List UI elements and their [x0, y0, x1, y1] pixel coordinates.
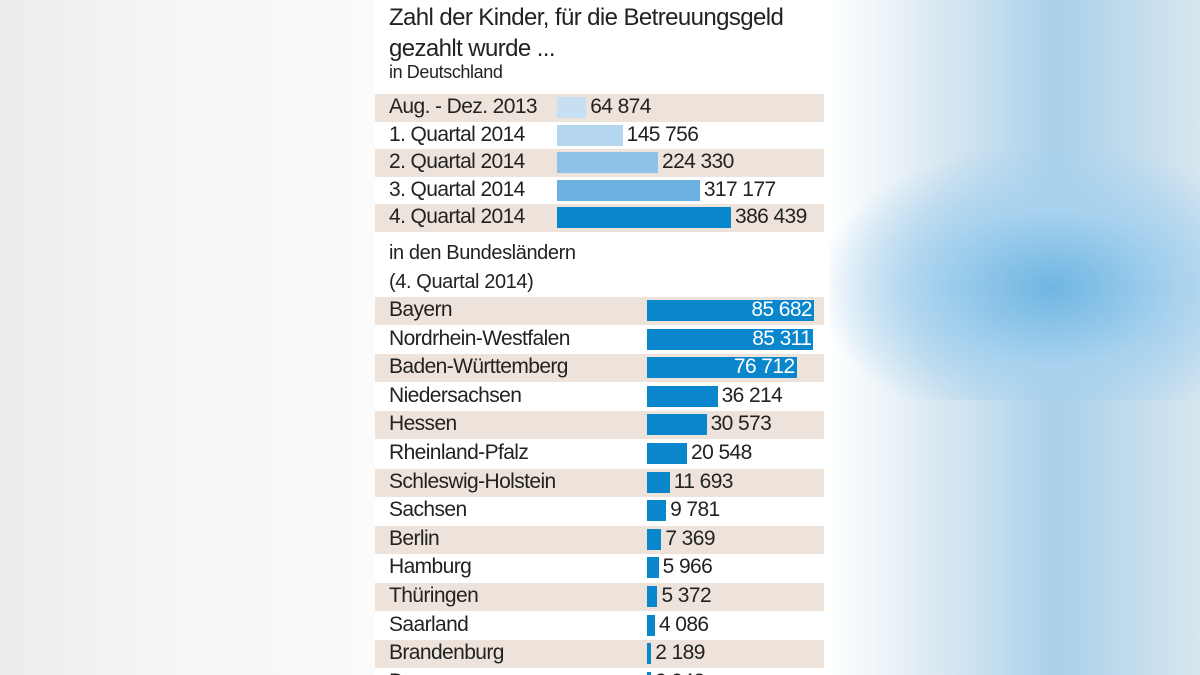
bar-row: Schleswig-Holstein 11 693 — [375, 468, 824, 497]
bar — [557, 179, 700, 201]
value-label: 7 369 — [665, 526, 715, 550]
bar — [647, 385, 718, 407]
category-label: Niedersachsen — [389, 383, 522, 407]
value-label: 36 214 — [721, 383, 783, 407]
chart-title: Zahl der Kinder, für die Betreuungsgeld … — [389, 4, 784, 62]
category-label: Hamburg — [389, 555, 472, 579]
value-label: 76 712 — [733, 355, 795, 379]
value-label: 20 548 — [691, 441, 752, 464]
category-label: Saarland — [389, 612, 469, 636]
bar — [647, 586, 658, 607]
category-label: Baden-Württemberg — [389, 355, 568, 379]
category-label: 4. Quartal 2014 — [389, 205, 525, 228]
category-label: Brandenburg — [389, 641, 504, 665]
bar-row: Baden-Württemberg 76 712 — [375, 354, 824, 383]
bar — [647, 500, 667, 522]
category-label: 3. Quartal 2014 — [389, 177, 525, 201]
value-label: 4 086 — [658, 612, 709, 636]
bar-row: Thüringen 5 372 — [375, 583, 824, 611]
category-label: Thüringen — [389, 584, 479, 607]
value-label: 2 048 — [655, 670, 705, 675]
bar-row: Aug. - Dez. 2013 64 874 — [375, 94, 824, 122]
category-label: Bayern — [389, 298, 453, 321]
value-label: 5 372 — [661, 584, 712, 607]
bar — [647, 414, 707, 436]
bar-row: 2. Quartal 2014 224 330 — [375, 149, 824, 177]
value-label: 2 189 — [655, 641, 705, 665]
bar — [647, 671, 651, 675]
bar — [557, 152, 658, 173]
bar — [647, 528, 662, 550]
bar-row: Bremen 2 048 — [375, 669, 824, 675]
value-label: 64 874 — [590, 95, 651, 118]
bar-row: Bayern 85 682 — [375, 297, 824, 325]
category-label: 1. Quartal 2014 — [389, 122, 525, 146]
value-label: 145 756 — [626, 122, 699, 146]
subtitle-germany: in Deutschland — [389, 62, 503, 82]
category-label: Sachsen — [389, 498, 467, 522]
bar-row: Nordrhein-Westfalen 85 311 — [375, 326, 824, 354]
background-blur — [830, 150, 1200, 400]
bar-row: 1. Quartal 2014 145 756 — [375, 122, 824, 150]
category-label: Aug. - Dez. 2013 — [389, 95, 538, 118]
bar-row: Rheinland-Pfalz 20 548 — [375, 440, 824, 468]
bar — [647, 614, 655, 636]
bar-row: Hessen 30 573 — [375, 411, 824, 440]
bar-row: Saarland 4 086 — [375, 612, 824, 640]
bar — [647, 328, 814, 350]
bar — [647, 443, 688, 464]
bar-row: Brandenburg 2 189 — [375, 640, 824, 669]
bar — [647, 557, 659, 579]
value-label: 11 693 — [673, 469, 734, 493]
bar-row: Berlin 7 369 — [375, 525, 824, 554]
bar-row: 4. Quartal 2014 386 439 — [375, 204, 824, 232]
bar — [647, 300, 814, 321]
bar — [647, 471, 670, 493]
bar — [647, 357, 797, 379]
chart-panel: Zahl der Kinder, für die Betreuungsgeld … — [375, 0, 825, 675]
bar-row: Niedersachsen 36 214 — [375, 383, 824, 411]
subtitle-states: in den Bundesländern — [389, 242, 576, 264]
value-label: 30 573 — [710, 412, 772, 436]
bar — [647, 643, 652, 665]
value-label: 85 682 — [751, 298, 812, 321]
value-label: 9 781 — [670, 498, 720, 522]
category-label: Schleswig-Holstein — [389, 469, 556, 493]
value-label: 317 177 — [703, 177, 776, 201]
bar-row: 3. Quartal 2014 317 177 — [375, 177, 824, 205]
value-label: 5 966 — [662, 555, 713, 579]
bar — [557, 124, 623, 146]
category-label: 2. Quartal 2014 — [389, 150, 525, 173]
bar-row: Sachsen 9 781 — [375, 497, 824, 525]
subtitle-quarter: (4. Quartal 2014) — [389, 271, 534, 293]
category-label: Hessen — [389, 412, 457, 436]
value-label: 224 330 — [662, 150, 734, 173]
bar — [557, 97, 587, 118]
bar-row: Hamburg 5 966 — [375, 554, 824, 582]
value-label: 85 311 — [752, 326, 812, 350]
category-label: Rheinland-Pfalz — [389, 441, 529, 464]
category-label: Nordrhein-Westfalen — [389, 326, 570, 350]
category-label: Berlin — [389, 526, 440, 550]
value-label: 386 439 — [735, 205, 807, 228]
category-label: Bremen — [389, 670, 460, 675]
bar — [557, 207, 731, 228]
